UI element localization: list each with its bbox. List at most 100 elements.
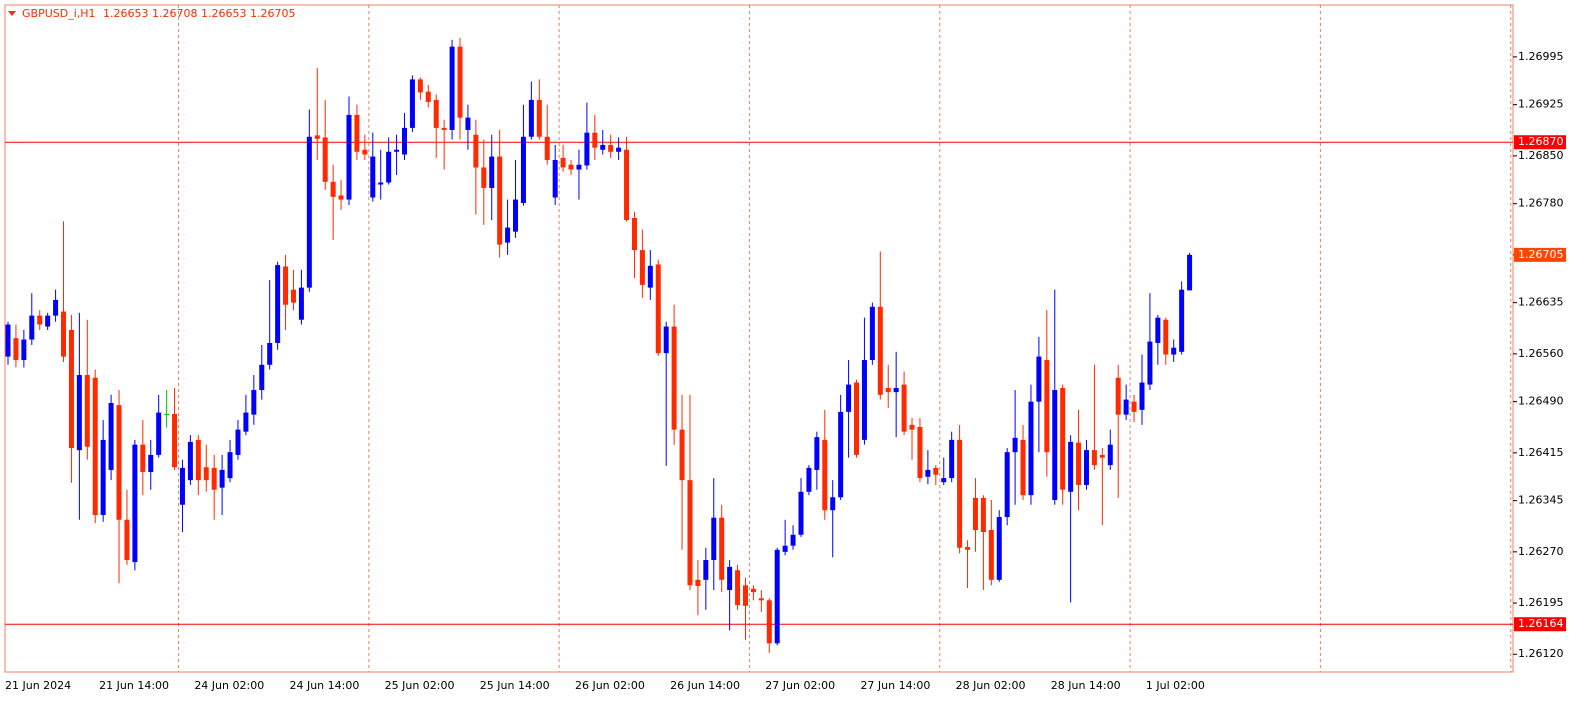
candle-body bbox=[156, 412, 162, 455]
candle-body bbox=[1012, 437, 1018, 453]
candle-body bbox=[1171, 347, 1177, 355]
candle-body bbox=[608, 144, 614, 152]
candle-body bbox=[742, 585, 748, 606]
header: GBPUSD_i,H1 1.26653 1.26708 1.26653 1.26… bbox=[22, 7, 296, 20]
candle-body bbox=[473, 134, 479, 168]
candle-body bbox=[68, 329, 74, 449]
candle-body bbox=[798, 491, 804, 535]
y-tick-label: 1.26195 bbox=[1518, 596, 1564, 609]
candle-body bbox=[259, 364, 265, 391]
last-price-label: 1.26705 bbox=[1518, 248, 1564, 261]
candle-body bbox=[1139, 382, 1145, 410]
candle-body bbox=[965, 547, 971, 550]
candle-body bbox=[687, 480, 693, 586]
x-tick-label: 1 Jul 02:00 bbox=[1146, 679, 1205, 692]
y-tick-label: 1.26345 bbox=[1518, 494, 1564, 507]
y-tick-label: 1.26780 bbox=[1518, 197, 1564, 210]
header-triangle[interactable] bbox=[8, 11, 16, 16]
candle-body bbox=[861, 360, 867, 440]
x-tick-label: 27 Jun 02:00 bbox=[765, 679, 835, 692]
plot-frame bbox=[4, 4, 1514, 673]
candle-body bbox=[893, 387, 899, 393]
candle-body bbox=[13, 338, 19, 361]
candle-body bbox=[544, 136, 550, 160]
candle-body bbox=[854, 382, 860, 455]
y-tick-label: 1.26560 bbox=[1518, 347, 1564, 360]
x-tick-label: 21 Jun 2024 bbox=[5, 679, 71, 692]
candle-body bbox=[925, 469, 931, 477]
candle-body bbox=[1147, 341, 1153, 385]
candle-body bbox=[108, 403, 114, 470]
candle-body bbox=[727, 566, 733, 591]
x-tick-label: 25 Jun 14:00 bbox=[480, 679, 550, 692]
candle-body bbox=[92, 377, 98, 515]
candle-body bbox=[37, 315, 43, 325]
candle-body bbox=[1060, 387, 1066, 490]
candle-body bbox=[885, 387, 891, 393]
candle-body bbox=[616, 147, 622, 152]
candle-body bbox=[703, 560, 709, 580]
candle-body bbox=[1163, 319, 1169, 355]
candle-body bbox=[758, 598, 764, 601]
header-open: 1.26653 bbox=[103, 7, 149, 20]
candle-body bbox=[219, 469, 225, 488]
candle-body bbox=[148, 454, 154, 472]
candle-body bbox=[84, 375, 90, 447]
candle-body bbox=[679, 429, 685, 481]
candle-body bbox=[1179, 289, 1185, 352]
candle-body bbox=[909, 424, 915, 430]
y-tick-label: 1.26850 bbox=[1518, 149, 1564, 162]
candle-body bbox=[624, 149, 630, 221]
candle-body bbox=[378, 182, 384, 185]
candle-body bbox=[655, 264, 661, 354]
candle-body bbox=[330, 181, 336, 197]
candle-body bbox=[1131, 401, 1137, 412]
candle-body bbox=[513, 199, 519, 232]
candle-body bbox=[901, 384, 907, 432]
candle-body bbox=[481, 167, 487, 188]
candle-body bbox=[1068, 441, 1074, 492]
candle-body bbox=[203, 467, 209, 481]
candle-body bbox=[1052, 390, 1058, 500]
candle-body bbox=[140, 444, 146, 472]
price-label-box bbox=[1514, 135, 1566, 150]
candle-body bbox=[774, 549, 780, 644]
y-tick-label: 1.26925 bbox=[1518, 98, 1564, 111]
candle-body bbox=[576, 164, 582, 170]
candle-body bbox=[235, 429, 241, 455]
candle-body bbox=[132, 444, 138, 563]
header-close: 1.26705 bbox=[250, 7, 296, 20]
candle-body bbox=[711, 517, 717, 561]
candle-body bbox=[5, 324, 11, 357]
candle-body bbox=[53, 299, 59, 316]
candle-body bbox=[124, 519, 130, 561]
candle-body bbox=[29, 315, 35, 340]
candle-body bbox=[386, 151, 392, 183]
candle-body bbox=[647, 265, 653, 288]
candle-body bbox=[338, 195, 344, 200]
candle-body bbox=[505, 227, 511, 243]
candle-body bbox=[195, 439, 201, 481]
candle-body bbox=[663, 326, 669, 354]
y-tick-label: 1.26270 bbox=[1518, 545, 1564, 558]
x-tick-label: 24 Jun 02:00 bbox=[194, 679, 264, 692]
candle-body bbox=[671, 326, 677, 430]
y-tick-label: 1.26415 bbox=[1518, 446, 1564, 459]
candle-body bbox=[409, 79, 415, 128]
candle-body bbox=[949, 439, 955, 479]
candle-body bbox=[425, 91, 431, 102]
candle-body bbox=[1187, 254, 1193, 291]
y-tick-label: 1.26635 bbox=[1518, 296, 1564, 309]
x-tick-label: 26 Jun 14:00 bbox=[670, 679, 740, 692]
candle-body bbox=[465, 117, 471, 130]
last-price-box bbox=[1514, 247, 1566, 262]
candle-body bbox=[306, 136, 312, 288]
candle-body bbox=[1028, 401, 1034, 496]
y-tick-label: 1.26995 bbox=[1518, 50, 1564, 63]
candle-body bbox=[639, 250, 645, 285]
candle-body bbox=[433, 99, 439, 128]
candle-body bbox=[61, 311, 67, 357]
price-label-box bbox=[1514, 617, 1566, 632]
